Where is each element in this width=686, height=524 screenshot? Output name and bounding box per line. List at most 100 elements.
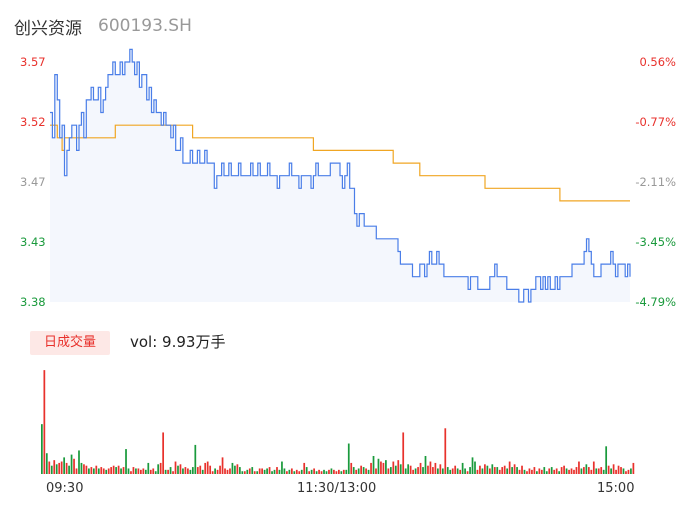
- volume-bar: [315, 471, 318, 474]
- volume-bar: [422, 467, 424, 474]
- volume-bar: [625, 471, 627, 474]
- average-price-line: [50, 124, 630, 202]
- volume-bar: [540, 469, 543, 474]
- volume-bar: [147, 462, 150, 474]
- volume-bar: [347, 443, 350, 474]
- volume-bar: [53, 460, 56, 474]
- volume-bar: [268, 467, 271, 474]
- volume-bar: [110, 467, 113, 474]
- volume-bar: [253, 471, 256, 474]
- volume-bar: [479, 465, 481, 474]
- volume-bar: [380, 461, 382, 474]
- volume-bar: [248, 468, 251, 474]
- volume-bar: [385, 460, 387, 474]
- volume-bar: [102, 468, 105, 474]
- price-tick-label: 3.43: [20, 235, 46, 249]
- volume-bar: [558, 471, 560, 474]
- volume-bar: [538, 468, 541, 474]
- volume-bar: [164, 469, 167, 474]
- volume-bar: [107, 468, 110, 474]
- volume-bar: [429, 461, 432, 474]
- volume-bar: [394, 465, 397, 474]
- volume-bar: [41, 424, 43, 474]
- volume-bar: [293, 471, 296, 474]
- volume-bar: [83, 464, 85, 474]
- pct-tick-label: -0.77%: [635, 115, 676, 129]
- volume-bar: [140, 469, 142, 474]
- volume-bar: [231, 462, 234, 474]
- pct-tick-label: -2.11%: [635, 175, 676, 189]
- volume-bar: [459, 469, 462, 474]
- volume-bar: [122, 467, 125, 474]
- volume-bar: [226, 469, 229, 474]
- volume-bar: [258, 468, 261, 474]
- volume-bar: [488, 468, 491, 474]
- volume-bar: [377, 458, 380, 474]
- volume-bar: [563, 465, 565, 474]
- volume-bar: [553, 469, 556, 474]
- volume-bar: [256, 471, 259, 474]
- volume-bar: [446, 467, 449, 474]
- volume-bar: [105, 469, 108, 474]
- volume-bar: [389, 467, 392, 474]
- volume-bar: [184, 467, 187, 474]
- daily-volume-tab[interactable]: 日成交量: [30, 331, 110, 355]
- volume-bar: [407, 464, 410, 474]
- volume-bar: [305, 467, 308, 474]
- volume-bar: [204, 462, 207, 474]
- volume-bar: [464, 468, 466, 474]
- volume-bar: [355, 469, 358, 474]
- volume-bar: [78, 450, 80, 474]
- volume-bar: [219, 465, 221, 474]
- volume-bar: [194, 444, 197, 474]
- volume-bar: [382, 462, 385, 474]
- volume-bar: [100, 467, 103, 474]
- volume-bar: [471, 457, 474, 474]
- volume-bar: [587, 467, 590, 474]
- volume-bar: [469, 467, 471, 474]
- volume-bar: [63, 457, 66, 474]
- volume-bar: [142, 468, 145, 474]
- volume-bar: [221, 457, 224, 474]
- volume-bar: [432, 467, 434, 474]
- volume-bar: [263, 469, 266, 474]
- volume-bar: [484, 464, 486, 474]
- volume-bar: [476, 469, 479, 474]
- volume-bar: [630, 468, 632, 474]
- volume-bar: [323, 469, 325, 474]
- volume-bar: [427, 465, 429, 474]
- volume-bar: [357, 468, 360, 474]
- volume-bar: [290, 468, 293, 474]
- volume-bar: [573, 469, 575, 474]
- volume-bar: [632, 462, 635, 474]
- volume-bar: [419, 462, 422, 474]
- volume-bar: [615, 469, 617, 474]
- volume-bar: [548, 468, 551, 474]
- volume-bar: [536, 471, 538, 474]
- volume-bar: [409, 465, 412, 474]
- volume-bar: [441, 468, 444, 474]
- volume-bar: [162, 432, 165, 474]
- volume-bar: [325, 471, 328, 474]
- volume-bar: [367, 469, 370, 474]
- volume-bar: [95, 465, 98, 474]
- volume-bar: [130, 471, 132, 474]
- volume-bar: [224, 468, 226, 474]
- volume-bar: [169, 467, 172, 474]
- volume-bar: [45, 453, 48, 474]
- volume-bar: [246, 469, 249, 474]
- time-label-close: 15:00: [597, 481, 635, 496]
- volume-bar: [392, 461, 395, 474]
- volume-bar: [127, 468, 130, 474]
- volume-bar: [592, 461, 595, 474]
- volume-bar: [286, 471, 288, 474]
- volume-bar: [451, 468, 454, 474]
- volume-bar: [399, 464, 402, 474]
- volume-bar: [276, 467, 278, 474]
- volume-bar: [424, 455, 427, 474]
- stock-code: 600193.SH: [98, 16, 192, 36]
- volume-bar: [112, 465, 115, 474]
- volume-bar: [271, 471, 273, 474]
- volume-summary: vol: 9.93万手: [130, 333, 226, 351]
